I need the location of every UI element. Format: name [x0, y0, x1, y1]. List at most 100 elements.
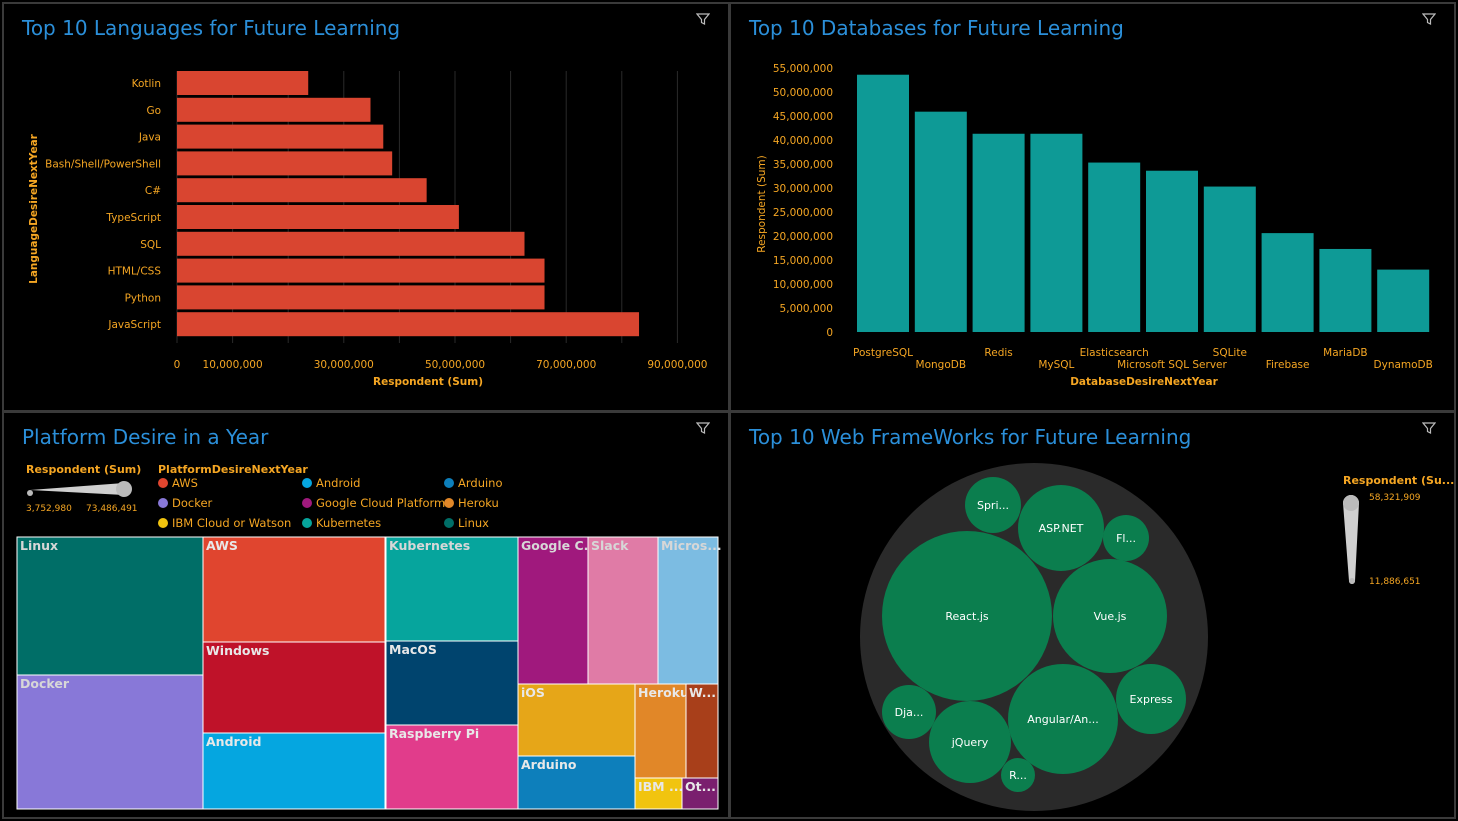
treemap-cell[interactable] — [681, 777, 719, 810]
bar[interactable] — [857, 74, 909, 332]
bubble[interactable] — [1116, 664, 1186, 734]
size-legend-max-dot — [116, 481, 132, 497]
bubble[interactable] — [1103, 515, 1149, 561]
treemap-cell[interactable] — [657, 536, 719, 685]
y-tick-label: 45,000,000 — [773, 111, 833, 123]
treemap-label: Micros... — [661, 538, 722, 553]
bubble-label: Vue.js — [1094, 610, 1127, 623]
y-axis-title: LanguageDesireNextYear — [28, 133, 40, 283]
category-label: Python — [125, 292, 161, 304]
treemap-cell[interactable] — [517, 683, 636, 757]
bubble[interactable] — [965, 477, 1021, 533]
category-label: PostgreSQL — [853, 347, 913, 359]
treemap-cell[interactable] — [385, 640, 519, 726]
y-axis-title: Respondent (Sum) — [756, 155, 768, 252]
bubble[interactable] — [1053, 559, 1167, 673]
bar[interactable] — [177, 231, 525, 256]
bar[interactable] — [177, 71, 309, 95]
bar[interactable] — [177, 205, 459, 229]
size-legend-max: 73,486,491 — [86, 504, 138, 514]
category-label: C# — [145, 185, 161, 197]
treemap-label: Arduino — [521, 757, 577, 772]
bar[interactable] — [1319, 248, 1372, 332]
bar[interactable] — [177, 285, 545, 310]
size-legend-min: 11,886,651 — [1369, 577, 1421, 587]
legend-label: IBM Cloud or Watson — [172, 516, 291, 530]
category-label: Microsoft SQL Server — [1117, 359, 1227, 371]
x-tick-label: 70,000,000 — [536, 359, 596, 371]
x-tick-label: 50,000,000 — [425, 359, 485, 371]
treemap-label: Windows — [206, 643, 270, 658]
category-label: Firebase — [1266, 359, 1310, 371]
bubble[interactable] — [1001, 758, 1035, 792]
category-label: Bash/Shell/PowerShell — [45, 158, 161, 170]
y-tick-label: 20,000,000 — [773, 231, 833, 243]
treemap-label: IBM ... — [638, 779, 683, 794]
bar[interactable] — [1377, 269, 1430, 332]
legend-swatch — [302, 478, 312, 488]
treemap-cell[interactable] — [587, 536, 659, 685]
languages-bar-chart: Kotlin Go Java Bash/Shell/PowerShell C# TypeS… — [28, 71, 707, 388]
treemap-border — [16, 536, 719, 810]
x-tick-label: 0 — [174, 359, 181, 371]
bar[interactable] — [1088, 162, 1141, 332]
treemap-label: Heroku — [638, 685, 689, 700]
y-tick-label: 5,000,000 — [780, 303, 833, 315]
bar[interactable] — [972, 133, 1025, 332]
bar[interactable] — [177, 97, 371, 122]
category-label: SQLite — [1213, 347, 1247, 359]
filter-icon[interactable] — [1422, 12, 1436, 26]
category-label: TypeScript — [105, 212, 161, 224]
bubble[interactable] — [1018, 485, 1104, 571]
bubble[interactable] — [882, 685, 936, 739]
bubble[interactable] — [929, 701, 1011, 783]
category-label: Kotlin — [132, 78, 161, 90]
bar[interactable] — [1203, 186, 1256, 332]
legend-label: Linux — [458, 516, 489, 530]
category-label: SQL — [140, 239, 161, 251]
legend-label: Kubernetes — [316, 516, 381, 530]
legend-swatch — [158, 478, 168, 488]
filter-icon[interactable] — [1422, 421, 1436, 435]
legend-label: Docker — [172, 496, 213, 510]
bar[interactable] — [177, 151, 393, 176]
bar[interactable] — [177, 258, 545, 283]
bubble[interactable] — [1008, 664, 1118, 774]
category-label: Go — [146, 105, 161, 117]
bar[interactable] — [177, 124, 384, 149]
treemap-cell[interactable] — [517, 536, 589, 685]
bar[interactable] — [177, 178, 427, 203]
bar[interactable] — [177, 312, 640, 337]
bar[interactable] — [1261, 233, 1314, 332]
treemap-cell[interactable] — [634, 683, 687, 779]
y-tick-label: 0 — [826, 327, 833, 339]
legend-swatch — [444, 498, 454, 508]
size-legend-min-dot — [27, 490, 33, 496]
y-tick-label: 10,000,000 — [773, 279, 833, 291]
treemap-cell[interactable] — [385, 724, 519, 810]
bubble-label: R... — [1009, 769, 1027, 782]
bubble-label: React.js — [945, 610, 989, 623]
treemap-cell[interactable] — [16, 674, 204, 810]
treemap-cell[interactable] — [16, 536, 204, 676]
bubble[interactable] — [882, 531, 1052, 701]
legend-label: AWS — [172, 476, 198, 490]
databases-title: Top 10 Databases for Future Learning — [749, 16, 1124, 40]
filter-icon[interactable] — [696, 421, 710, 435]
legend-label: Heroku — [458, 496, 499, 510]
legend-swatch — [158, 518, 168, 528]
bar[interactable] — [1030, 133, 1083, 332]
treemap-cell[interactable] — [517, 755, 636, 810]
legend-label: Google Cloud Platform — [316, 496, 445, 510]
platforms-panel: Platform Desire in a Year Respondent (Su… — [2, 411, 730, 819]
treemap-label: MacOS — [389, 642, 437, 657]
bubble-label: ASP.NET — [1039, 522, 1084, 535]
filter-icon[interactable] — [696, 12, 710, 26]
bar[interactable] — [914, 111, 967, 333]
category-label: Redis — [984, 347, 1012, 359]
bubble-label: Fl... — [1116, 532, 1136, 545]
frameworks-bubble-chart: Spri... ASP.NET Fl... React.js Vue.js Dja... j… — [860, 463, 1454, 811]
treemap-cell[interactable] — [202, 732, 386, 810]
bar[interactable] — [1146, 170, 1198, 332]
x-tick-label: 90,000,000 — [647, 359, 707, 371]
